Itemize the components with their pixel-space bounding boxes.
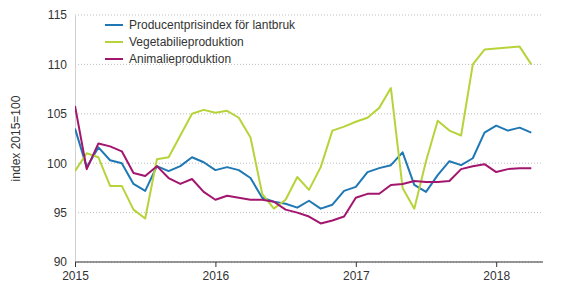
legend: Producentprisindex för lantbruk Vegetabil… [105, 18, 296, 66]
y-tick-label: 115 [48, 8, 67, 22]
x-tick-label: 2018 [483, 269, 510, 283]
x-tick-label: 2016 [203, 269, 230, 283]
legend-swatch [105, 41, 123, 43]
y-axis-line [75, 16, 76, 263]
legend-swatch [105, 24, 123, 26]
legend-item: Producentprisindex för lantbruk [105, 18, 296, 32]
x-tick: 2016 [203, 262, 230, 283]
series-line [75, 47, 531, 219]
x-tick-mark [75, 262, 76, 267]
grid-line [75, 212, 543, 213]
x-tick: 2015 [62, 262, 89, 283]
y-tick: 95 [54, 206, 75, 220]
y-tick: 100 [47, 157, 75, 171]
y-tick: 115 [48, 8, 75, 22]
x-tick-label: 2017 [343, 269, 370, 283]
y-tick: 90 [54, 255, 75, 269]
series-line [75, 126, 531, 209]
y-tick-label: 95 [54, 206, 68, 220]
y-tick-label: 105 [47, 107, 67, 121]
x-axis-line [75, 262, 543, 263]
y-axis-title: index 2015=100 [9, 95, 23, 181]
grid-line [75, 163, 543, 164]
x-tick-mark [496, 262, 497, 267]
y-tick-label: 100 [47, 157, 67, 171]
legend-label: Vegetabilieproduktion [129, 35, 244, 49]
lines [75, 47, 531, 224]
y-tick: 110 [48, 58, 75, 72]
x-tick-mark [215, 262, 216, 267]
grid-line [75, 262, 543, 263]
chart: 90 95 100 105 110 115 2015 2016 2017 2018 Producen… [0, 0, 561, 296]
legend-swatch [105, 58, 123, 60]
x-tick-label: 2015 [62, 269, 89, 283]
grid-line [75, 113, 543, 114]
y-axis: 90 95 100 105 110 115 [47, 8, 76, 269]
y-tick-label: 110 [48, 58, 67, 72]
x-axis: 2015 2016 2017 2018 [62, 262, 543, 283]
grid [75, 15, 543, 262]
x-tick: 2017 [343, 262, 370, 283]
legend-label: Producentprisindex för lantbruk [129, 18, 296, 32]
legend-label: Animalieproduktion [129, 52, 231, 66]
grid-line [75, 15, 543, 16]
series-line [75, 106, 531, 224]
y-tick-label: 90 [54, 255, 68, 269]
x-tick-mark [356, 262, 357, 267]
legend-item: Animalieproduktion [105, 52, 231, 66]
plot: 90 95 100 105 110 115 2015 2016 2017 2018 Producen… [47, 8, 543, 282]
legend-item: Vegetabilieproduktion [105, 35, 244, 49]
x-tick: 2018 [483, 262, 510, 283]
y-tick: 105 [47, 107, 75, 121]
